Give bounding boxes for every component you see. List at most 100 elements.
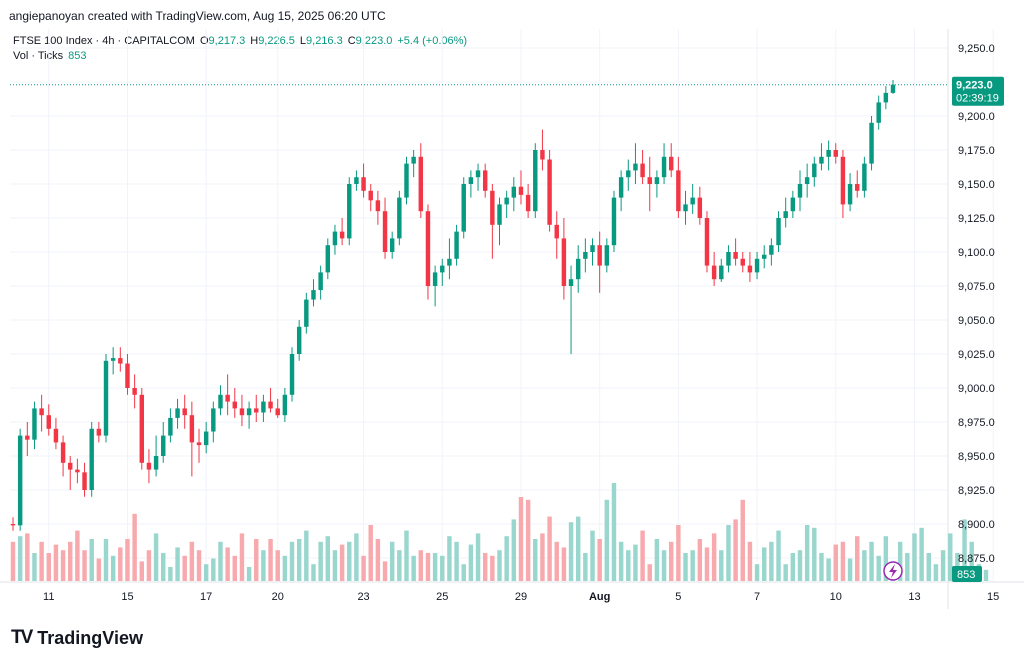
volume-bar — [855, 536, 860, 581]
candle — [46, 404, 51, 436]
time-tick-label: 11 — [43, 591, 54, 603]
candle — [869, 116, 874, 171]
candle-body — [847, 184, 853, 205]
candle-body — [525, 194, 531, 212]
candle-body — [318, 272, 323, 291]
candle-body — [46, 415, 51, 429]
candle — [311, 279, 316, 307]
volume-bar — [804, 525, 810, 581]
candle — [218, 385, 223, 416]
volume-bar — [196, 550, 202, 581]
candle — [611, 190, 617, 252]
price-tick-label: 9,250.0 — [958, 43, 995, 55]
candle-body — [440, 265, 445, 273]
candle — [482, 163, 488, 198]
volume-bar — [468, 544, 474, 581]
volume-bar — [568, 522, 574, 581]
volume-bar — [633, 544, 638, 581]
volume-bar — [940, 550, 946, 581]
candle — [790, 190, 796, 218]
candle — [304, 292, 309, 334]
candle-body — [25, 435, 30, 440]
candle — [361, 163, 366, 198]
volume-bar — [75, 530, 80, 581]
volume-bar — [354, 533, 359, 581]
volume-bar — [497, 550, 502, 581]
volume-bar — [447, 536, 452, 581]
volume-bar — [425, 553, 431, 581]
volume-bar — [389, 541, 395, 581]
time-tick-label: 15 — [121, 591, 133, 603]
volume-bar — [812, 527, 817, 581]
time-tick-label: 10 — [830, 591, 842, 603]
volume-bar — [482, 553, 488, 581]
candle — [804, 163, 810, 198]
candle-body — [354, 177, 359, 184]
tradingview-logo[interactable]: TV TradingView — [11, 626, 143, 650]
volume-bar — [833, 544, 838, 581]
price-tick-label: 9,075.0 — [958, 281, 995, 293]
volume-value: 853 — [68, 50, 87, 62]
candle-body — [475, 170, 481, 178]
candle-body — [454, 231, 459, 259]
candle-body — [368, 190, 373, 201]
close-label: C — [347, 35, 356, 47]
candle — [103, 354, 109, 443]
candle-body — [211, 408, 216, 432]
candle-body — [776, 218, 781, 246]
candle-body — [704, 218, 710, 266]
volume-bar — [203, 564, 209, 581]
volume-bar — [32, 553, 37, 581]
candle — [239, 394, 245, 427]
candle — [626, 159, 631, 191]
candle — [511, 177, 517, 212]
time-axis[interactable]: 11 15 17 20 23 25 29 Aug 5 7 10 13 15 — [43, 591, 999, 603]
candle — [68, 456, 73, 490]
volume-badge-text: 853 — [957, 569, 975, 581]
volume-bar — [490, 555, 495, 581]
volume-bar — [597, 539, 602, 581]
price-tick-label: 8,900.0 — [958, 519, 995, 531]
open-value: 9,217.3 — [208, 35, 246, 47]
volume-bar — [53, 544, 59, 581]
candle — [876, 95, 881, 130]
candle — [518, 170, 524, 205]
lightning-icon[interactable] — [883, 561, 903, 581]
candlestick-chart[interactable]: 8,875.0 8,900.0 8,925.0 8,950.0 8,975.0 9,000… — [0, 29, 1024, 609]
candle — [604, 238, 610, 273]
candle — [461, 177, 466, 239]
volume-bar — [876, 555, 881, 581]
symbol-label[interactable]: FTSE 100 Index · 4h · CAPITALCOM — [13, 35, 195, 47]
candle — [375, 190, 381, 225]
volume-bar — [153, 533, 159, 581]
candle-body — [869, 122, 874, 164]
candle-body — [804, 177, 810, 184]
time-tick-label: 29 — [515, 591, 527, 603]
volume-bar — [432, 553, 438, 581]
volume-bar — [411, 555, 416, 581]
candle — [75, 458, 80, 484]
price-tick-label: 9,000.0 — [958, 383, 995, 395]
candle-body — [540, 150, 545, 160]
volume-bar — [897, 541, 903, 581]
price-axis[interactable]: 8,875.0 8,900.0 8,925.0 8,950.0 8,975.0 9,000… — [958, 43, 995, 565]
volume-label[interactable]: Vol · Ticks — [13, 50, 64, 62]
candle-body — [218, 394, 223, 409]
volume-bar — [475, 533, 481, 581]
candle — [568, 265, 574, 354]
candles — [10, 79, 896, 531]
volume-bar — [862, 550, 867, 581]
candle — [411, 150, 416, 178]
candle — [232, 388, 238, 418]
chart-area[interactable]: 8,875.0 8,900.0 8,925.0 8,950.0 8,975.0 9,000… — [0, 29, 1024, 609]
candle-body — [332, 231, 338, 246]
volume-bar — [661, 550, 667, 581]
volume-bar — [17, 536, 23, 581]
volume-bar — [518, 497, 524, 581]
candle-body — [618, 177, 624, 198]
candle — [547, 150, 552, 232]
candle-body — [268, 401, 273, 409]
volume-bar — [254, 539, 259, 581]
candle-body — [103, 360, 109, 436]
volume-bar — [726, 525, 731, 581]
